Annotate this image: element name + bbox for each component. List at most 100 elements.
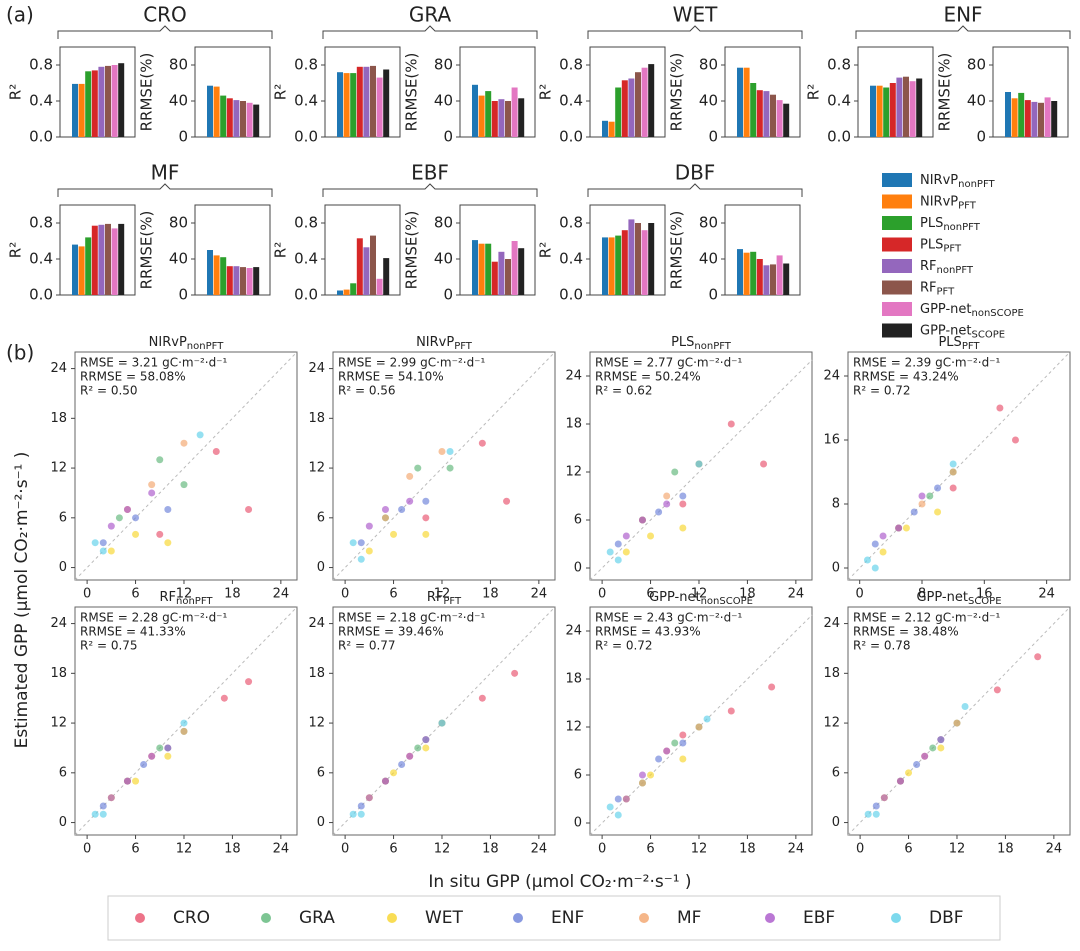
bar [635,223,641,295]
y-tick-label: 24 [823,369,840,384]
legend-marker [639,913,649,923]
y-tick-label: 0 [443,128,453,146]
legend-label: RFPFT [920,280,955,298]
scatter-point [996,404,1004,412]
group-title: WET [673,3,718,27]
bar [621,230,628,295]
scatter-point [406,472,414,480]
x-tick-label: 12 [176,842,193,857]
x-tick-label: 0 [83,842,91,857]
scatter-point [993,686,1001,694]
scatter-point [164,744,172,752]
scatter-point [148,481,156,489]
scatter-point [422,744,430,752]
scatter-point [511,669,519,677]
y-tick-label: 0.4 [559,250,583,268]
bar [615,235,622,295]
scatter-point [503,497,511,505]
bar [240,101,246,137]
x-tick-label: 0 [598,842,606,857]
bar [337,290,343,295]
stat-annotation: RMSE = 2.18 gC·m⁻²·d⁻¹ [338,611,486,625]
scatter-point [91,810,99,818]
scatter-point [132,514,140,522]
legend-swatch [882,237,912,252]
scatter-point [212,447,220,455]
bar [78,246,85,295]
group-title: GRA [409,3,452,27]
stat-annotation: R² = 0.50 [80,384,138,398]
bar [903,76,909,137]
bar [363,247,370,295]
one-to-one-line [74,606,298,836]
y-tick-label: 0 [976,128,986,146]
scatter-point [679,731,687,739]
legend-label-main: NIRvP [920,173,958,188]
plot-title: GPP-netSCOPE [916,590,1001,608]
y-tick-label: 0 [317,560,325,575]
y-axis-title: Estimated GPP (μmol CO₂·m⁻²·s⁻¹ ) [12,452,32,749]
y-tick-label: 18 [823,666,840,681]
bar [350,73,357,137]
bar [641,67,648,137]
scatter-point [606,548,614,556]
group-title: CRO [143,3,187,27]
legend-label: WET [425,908,464,928]
scatter-point [414,464,422,472]
bar [1024,100,1031,137]
legend-label-sub: nonPFT [937,265,974,276]
bar [770,94,776,137]
legend-swatch [882,173,912,187]
bar [370,235,376,295]
stat-annotation: R² = 0.77 [338,639,396,653]
scatter-point [879,548,887,556]
x-tick-label: 18 [482,842,499,857]
stat-annotation: RRMSE = 41.33% [80,625,186,639]
scatter-point [921,752,929,760]
plot-title: PLSPFT [938,335,980,353]
scatter-point [671,468,679,476]
scatter-point [107,547,115,555]
scatter-point [349,810,357,818]
plot-title: PLSnonPFT [671,335,732,353]
group-bracket [57,25,273,39]
stat-annotation: RMSE = 2.43 gC·m⁻²·d⁻¹ [595,611,743,625]
y-axis-title: RRMSE(%) [403,53,421,132]
scatter-point [180,727,188,735]
scatter-point [695,460,703,468]
bar [770,264,776,295]
scatter-point [879,532,887,540]
legend-swatch [882,259,912,273]
bar [343,73,350,137]
scatter-point [934,508,942,516]
y-tick-label: 0.0 [294,286,318,304]
bar [602,237,608,295]
scatter-point [606,803,614,811]
y-tick-label: 6 [317,510,325,525]
bar [105,223,111,295]
scatter-point [398,506,406,514]
scatter-point [1034,653,1042,661]
scatter-point [614,795,622,803]
bar [213,86,220,137]
stat-annotation: RMSE = 2.39 gC·m⁻²·d⁻¹ [853,356,1001,370]
y-tick-label: 0 [59,815,67,830]
x-tick-label: 24 [531,587,548,602]
bar [78,83,85,137]
bar [1051,101,1058,137]
legend-label: EBF [803,908,835,928]
scatter-point [880,794,888,802]
y-tick-label: 0 [708,286,718,304]
plot-title-main: GPP-net [649,590,701,605]
y-axis-title: R² [272,84,290,100]
bar [648,223,655,295]
scatter-point [390,530,398,538]
scatter-point [949,468,957,476]
plot-title: NIRvPnonPFT [149,335,225,353]
y-tick-label: 24 [308,616,325,631]
scatter-point [99,539,107,547]
bar [207,85,213,137]
bar [763,91,770,137]
legend-label: PLSnonPFT [920,216,981,234]
plot-title-main: PLS [671,335,694,350]
